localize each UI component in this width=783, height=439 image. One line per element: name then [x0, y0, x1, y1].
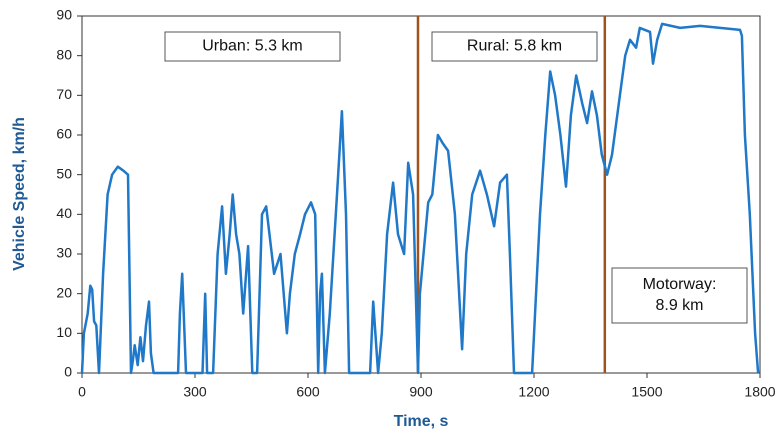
y-tick-label: 80 — [56, 46, 72, 62]
x-tick-label: 600 — [296, 384, 320, 400]
x-tick-label: 1200 — [518, 384, 549, 400]
y-axis-title: Vehicle Speed, km/h — [11, 117, 28, 271]
y-tick-label: 0 — [64, 364, 72, 380]
speed-line — [80, 22, 760, 375]
x-tick-label: 1500 — [631, 384, 662, 400]
x-tick-label: 300 — [183, 384, 207, 400]
x-tick-label: 1800 — [744, 384, 775, 400]
annotation-box — [431, 31, 598, 62]
y-tick-label: 30 — [56, 245, 72, 261]
x-axis-title: Time, s — [394, 413, 449, 430]
annotation-box — [611, 267, 748, 324]
annotation-text: Urban: 5.3 km — [202, 38, 302, 55]
x-tick-label: 900 — [409, 384, 433, 400]
y-tick-label: 40 — [56, 205, 72, 221]
y-tick-label: 70 — [56, 86, 72, 102]
annotation-text: Rural: 5.8 km — [467, 38, 562, 55]
y-tick-label: 50 — [56, 165, 72, 181]
annotation-box — [164, 31, 341, 62]
y-tick-label: 10 — [56, 324, 72, 340]
plot-frame — [81, 15, 761, 374]
annotation-text: Motorway: — [643, 276, 717, 293]
y-tick-label: 90 — [56, 7, 72, 23]
x-tick-label: 0 — [78, 384, 86, 400]
y-tick-label: 60 — [56, 126, 72, 142]
annotation-text: 8.9 km — [655, 297, 703, 314]
y-tick-label: 20 — [56, 284, 72, 300]
